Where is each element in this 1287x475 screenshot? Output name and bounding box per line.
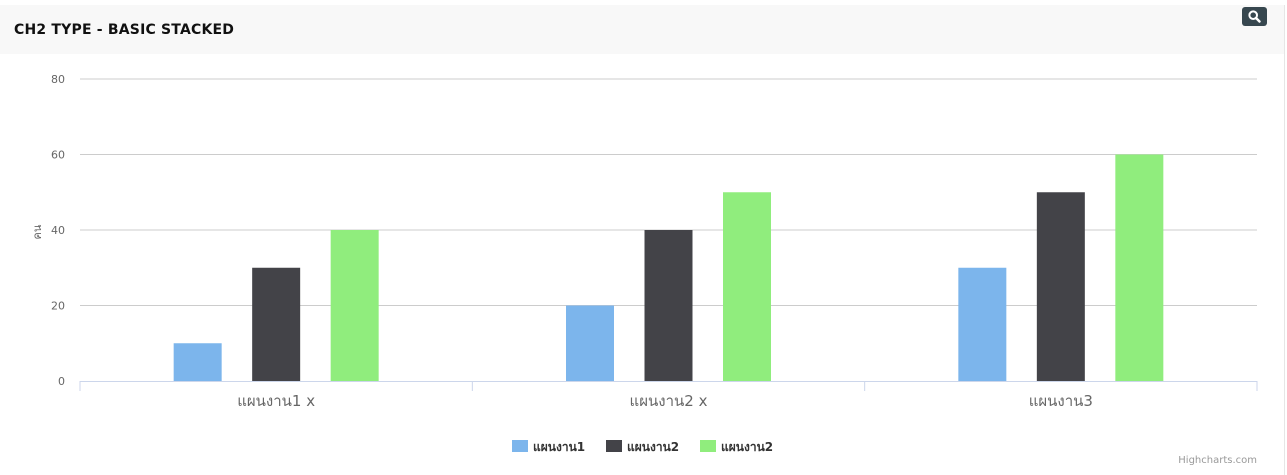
- zoom-button[interactable]: [1242, 7, 1267, 26]
- y-axis-title: คน: [31, 224, 44, 239]
- x-tick-label: แผนงาน1 x: [237, 392, 315, 410]
- legend-swatch: [512, 440, 528, 452]
- x-axis: [79, 381, 1258, 391]
- search-icon: [1248, 10, 1261, 23]
- bar[interactable]: [173, 343, 222, 381]
- y-tick-label: 0: [58, 375, 65, 388]
- bar[interactable]: [723, 192, 771, 381]
- y-tick-label: 80: [51, 73, 65, 86]
- y-axis-ticks: 0 20 40 60 80: [51, 73, 65, 388]
- panel-title: CH2 TYPE - BASIC STACKED: [14, 22, 235, 38]
- y-tick-label: 40: [51, 224, 65, 237]
- legend-label: แผนงาน2: [627, 440, 679, 454]
- legend-label: แผนงาน1: [533, 440, 585, 454]
- bars: [173, 154, 1164, 382]
- x-axis-labels: แผนงาน1 x แผนงาน2 x แผนงาน3: [237, 392, 1093, 410]
- bar[interactable]: [566, 305, 614, 382]
- bar[interactable]: [252, 267, 301, 381]
- legend-swatch: [606, 440, 622, 452]
- bar[interactable]: [1115, 154, 1164, 382]
- legend-item[interactable]: แผนงาน1: [512, 440, 585, 454]
- legend-label: แผนงาน2: [721, 440, 773, 454]
- legend: แผนงาน1 แผนงาน2 แผนงาน2: [512, 440, 773, 454]
- x-tick-label: แผนงาน3: [1029, 392, 1093, 410]
- x-tick-label: แผนงาน2 x: [630, 392, 708, 410]
- y-tick-label: 60: [51, 149, 65, 162]
- y-tick-label: 20: [51, 300, 65, 313]
- legend-item[interactable]: แผนงาน2: [606, 440, 679, 454]
- panel-header: CH2 TYPE - BASIC STACKED: [0, 5, 1284, 54]
- legend-swatch: [700, 440, 716, 452]
- bar-chart: 0 20 40 60 80 แผนงาน1 x แผนงาน2 x แผนงาน3 คน แ…: [31, 73, 1258, 454]
- bar[interactable]: [1036, 192, 1085, 381]
- bar[interactable]: [330, 230, 379, 381]
- bar[interactable]: [958, 267, 1007, 381]
- legend-item[interactable]: แผนงาน2: [700, 440, 773, 454]
- credits-link[interactable]: Highcharts.com: [1178, 455, 1257, 466]
- bar[interactable]: [644, 230, 693, 381]
